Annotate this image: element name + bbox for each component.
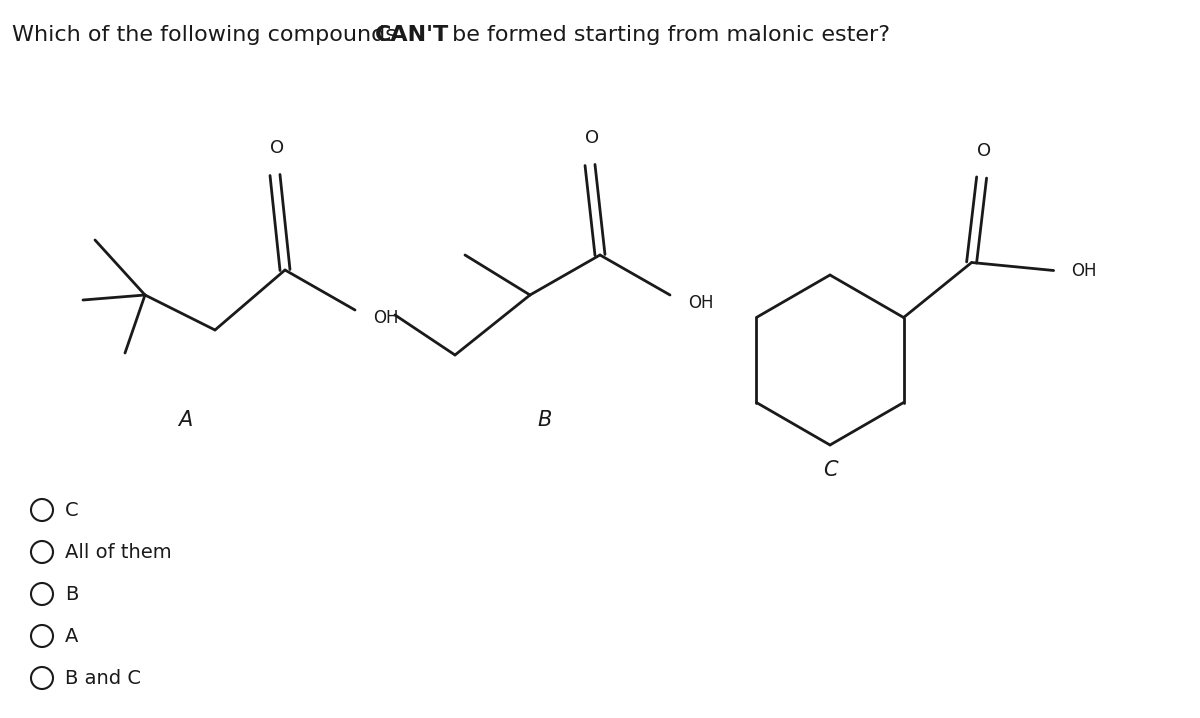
Text: OH: OH bbox=[688, 294, 714, 312]
Text: Which of the following compounds: Which of the following compounds bbox=[12, 25, 404, 45]
Text: C: C bbox=[65, 500, 79, 520]
Text: All of them: All of them bbox=[65, 543, 172, 561]
Text: C: C bbox=[823, 460, 838, 480]
Text: A: A bbox=[65, 627, 78, 645]
Text: A: A bbox=[178, 410, 192, 430]
Text: OH: OH bbox=[373, 309, 398, 327]
Text: be formed starting from malonic ester?: be formed starting from malonic ester? bbox=[445, 25, 890, 45]
Text: O: O bbox=[584, 129, 599, 147]
Text: B and C: B and C bbox=[65, 668, 142, 688]
Text: B: B bbox=[65, 584, 78, 604]
Text: OH: OH bbox=[1072, 261, 1097, 279]
Text: O: O bbox=[977, 141, 991, 159]
Text: B: B bbox=[538, 410, 552, 430]
Text: CAN'T: CAN'T bbox=[374, 25, 449, 45]
Text: O: O bbox=[270, 139, 284, 157]
